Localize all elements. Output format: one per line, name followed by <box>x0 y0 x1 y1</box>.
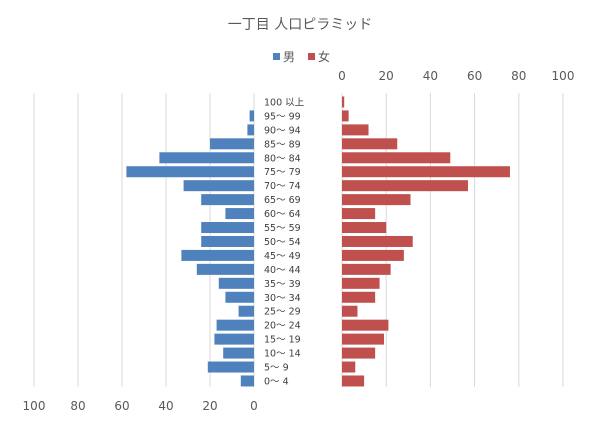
female-bar <box>342 249 404 261</box>
female-bar <box>342 152 451 164</box>
female-axis-tick-label: 40 <box>423 69 438 83</box>
age-group-label: 55～ 59 <box>264 223 301 234</box>
female-bar <box>342 166 510 178</box>
male-bars <box>126 110 254 387</box>
age-group-label: 95～ 99 <box>264 111 301 122</box>
male-bar <box>238 305 254 317</box>
age-group-label: 70～ 74 <box>264 181 301 192</box>
male-bar <box>201 194 254 206</box>
male-axis-tick-label: 40 <box>158 399 173 413</box>
age-group-label: 30～ 34 <box>264 293 301 304</box>
male-axis-tick-label: 0 <box>250 399 258 413</box>
male-bar <box>240 375 254 387</box>
male-bar <box>207 361 254 373</box>
female-axis-tick-label: 0 <box>338 69 346 83</box>
female-bar <box>342 180 468 192</box>
male-bar <box>225 208 254 220</box>
female-bar <box>342 305 358 317</box>
female-bar <box>342 110 349 122</box>
age-group-label: 75～ 79 <box>264 167 301 178</box>
age-group-label: 10～ 14 <box>264 349 301 360</box>
male-axis-tick-label: 60 <box>114 399 129 413</box>
female-bar <box>342 375 365 387</box>
male-bar <box>201 222 254 234</box>
male-bar <box>183 180 254 192</box>
age-group-label: 45～ 49 <box>264 251 301 262</box>
male-bar <box>196 263 254 275</box>
male-bar <box>214 333 254 345</box>
legend-label-female: 女 <box>318 49 330 64</box>
age-group-label: 85～ 89 <box>264 139 301 150</box>
female-bar <box>342 291 376 303</box>
male-axis-tick-label: 100 <box>23 399 46 413</box>
female-axis-tick-label: 60 <box>467 69 482 83</box>
chart-title: 一丁目 人口ピラミッド <box>228 17 372 33</box>
age-group-label: 35～ 39 <box>264 279 301 290</box>
female-axis-tick-label: 80 <box>511 69 526 83</box>
male-bar <box>159 152 254 164</box>
female-bar <box>342 222 387 234</box>
female-bar <box>342 138 398 150</box>
age-group-label: 50～ 54 <box>264 237 301 248</box>
female-axis-ticks: 0 20 40 60 80 100 <box>338 69 574 83</box>
male-bar <box>126 166 254 178</box>
female-bar <box>342 263 391 275</box>
male-axis-ticks: 100 80 60 40 20 0 <box>23 399 258 413</box>
male-bar <box>218 277 254 289</box>
age-group-label: 0～ 4 <box>264 376 289 387</box>
legend: 男 女 <box>273 49 330 64</box>
age-labels: 100 以上 95～ 99 90～ 94 85～ 89 80～ 84 75～ 79 70～ … <box>264 97 305 387</box>
age-group-label: 90～ 94 <box>264 125 301 136</box>
female-bar <box>342 124 369 136</box>
legend-swatch-female <box>308 53 315 60</box>
age-group-label: 15～ 19 <box>264 335 301 346</box>
female-bar <box>342 194 411 206</box>
female-bar <box>342 361 356 373</box>
female-bars <box>342 96 510 387</box>
age-group-label: 60～ 64 <box>264 209 301 220</box>
legend-label-male: 男 <box>283 50 295 64</box>
male-bar <box>210 138 254 150</box>
age-group-label: 25～ 29 <box>264 307 301 318</box>
male-axis-tick-label: 20 <box>202 399 217 413</box>
female-bar <box>342 277 380 289</box>
female-axis-tick-label: 100 <box>552 69 575 83</box>
legend-swatch-male <box>273 53 280 60</box>
female-axis-tick-label: 20 <box>379 69 394 83</box>
male-bar <box>223 347 254 359</box>
age-group-label: 100 以上 <box>264 97 305 108</box>
male-bar <box>249 110 254 122</box>
female-bar <box>342 319 389 331</box>
male-bar <box>201 235 254 247</box>
female-bar <box>342 333 384 345</box>
male-axis-tick-label: 80 <box>70 399 85 413</box>
female-bar <box>342 96 345 108</box>
male-bar <box>181 249 254 261</box>
male-bar <box>247 124 254 136</box>
age-group-label: 65～ 69 <box>264 195 301 206</box>
female-bar <box>342 208 376 220</box>
age-group-label: 40～ 44 <box>264 265 301 276</box>
female-bar <box>342 347 376 359</box>
female-bar <box>342 235 413 247</box>
age-group-label: 80～ 84 <box>264 153 301 164</box>
male-bar <box>216 319 254 331</box>
age-group-label: 20～ 24 <box>264 321 301 332</box>
male-bar <box>225 291 254 303</box>
age-group-label: 5～ 9 <box>264 363 289 374</box>
